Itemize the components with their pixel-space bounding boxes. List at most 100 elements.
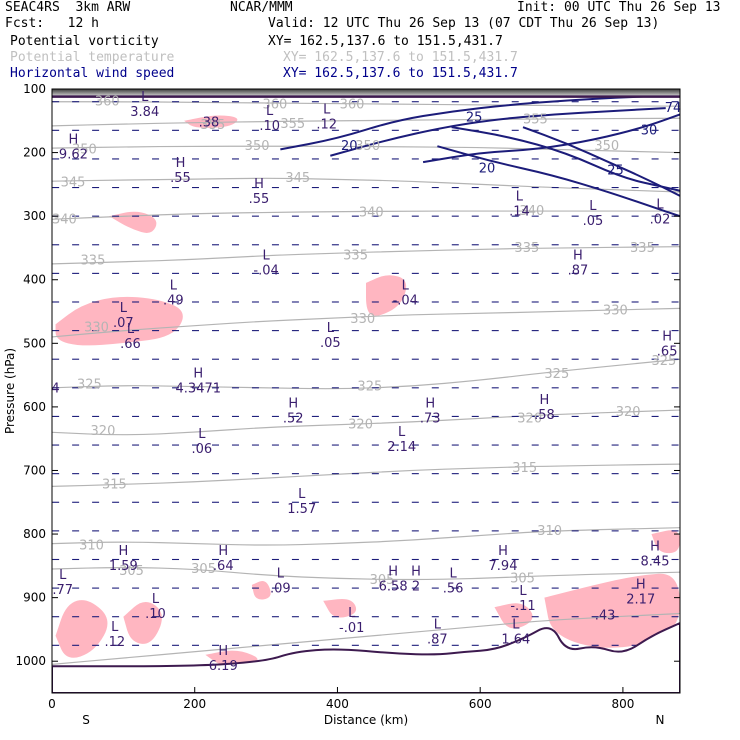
theta-label: 360	[340, 97, 365, 112]
valid-time: Valid: 12 UTC Thu 26 Sep 13 (07 CDT Thu …	[268, 16, 660, 31]
wind-speed-contours	[280, 94, 680, 218]
pv-extremum-type: L	[449, 567, 457, 582]
pv-extremum-type: L	[266, 104, 274, 119]
wind-speed-label: 25	[607, 163, 624, 178]
field-xy-pv: XY= 162.5,137.6 to 151.5,431.7	[268, 34, 503, 49]
theta-label: 325	[77, 378, 102, 393]
pv-extremum-type: H	[411, 565, 421, 580]
wind-speed-label: -74	[660, 101, 681, 116]
field-xy-wind: XY= 162.5,137.6 to 151.5,431.7	[283, 66, 518, 81]
x-tick-label: 200	[183, 697, 206, 711]
wind-speed-label: 30	[641, 123, 658, 138]
pv-extremum-value: 3.84	[130, 105, 159, 120]
wind-speed-contour	[437, 145, 680, 218]
y-tick-label: 1000	[15, 654, 46, 668]
pv-extremum-value: .55	[170, 171, 191, 186]
theta-label: 330	[84, 320, 109, 335]
pv-extremum-type: L	[348, 606, 356, 621]
y-tick-label: 300	[23, 209, 46, 223]
pv-extremum-value: -.04	[393, 294, 418, 309]
field-xy-theta: XY= 162.5,137.6 to 151.5,431.7	[283, 50, 518, 65]
y-tick-label: 100	[23, 82, 46, 96]
pv-extremum-value: 1.59	[109, 559, 138, 574]
y-tick-label: 800	[23, 527, 46, 541]
x-tick-label: 0	[48, 697, 56, 711]
wind-vectors	[52, 101, 679, 646]
theta-label: 330	[603, 303, 628, 318]
wind-speed-label: 20	[479, 161, 496, 176]
theta-contour	[52, 177, 680, 193]
pv-extremum-value: .55	[249, 192, 270, 207]
theta-label: 345	[61, 175, 86, 190]
forecast-hour: Fcst: 12 h	[5, 16, 99, 31]
pv-extremum-type: H	[498, 544, 508, 559]
pv-extremum-type: H	[218, 644, 228, 659]
theta-label: 305	[191, 562, 216, 577]
theta-label: 335	[514, 241, 539, 256]
pv-extremum-type: H	[636, 577, 646, 592]
pv-extremum-value: .58	[534, 408, 555, 423]
theta-label: 320	[616, 405, 641, 420]
pv-extremum-type: L	[277, 567, 285, 582]
x-end-label-right: N	[656, 713, 665, 727]
theta-label: 355	[200, 118, 225, 133]
pv-extremum-type: L	[120, 301, 128, 316]
theta-label: 335	[343, 249, 368, 264]
pv-shaded-area	[366, 275, 407, 316]
theta-label: 350	[245, 139, 270, 154]
theta-contour	[52, 145, 680, 154]
pv-extremum-type: L	[402, 279, 410, 294]
pv-extremum-value: .10	[145, 607, 166, 622]
pv-extremum-type: L	[170, 279, 178, 294]
pv-extremum-type: H	[662, 329, 672, 344]
pv-extremum-value: 6.19	[209, 659, 238, 674]
theta-label: 360	[263, 97, 288, 112]
pv-extremum-value: .87	[568, 264, 589, 279]
pv-extremum-value: .73	[420, 411, 441, 426]
pv-extremum-type: L	[327, 321, 335, 336]
wind-speed-labels: 20 25 20 25 30-74	[341, 101, 681, 178]
pv-extremum-type: L	[262, 249, 270, 264]
pv-extremum-value: .65	[657, 344, 678, 359]
pv-extremum-value: .87	[427, 633, 448, 648]
theta-contour	[52, 527, 680, 546]
init-time: Init: 00 UTC Thu 26 Sep 13	[517, 0, 721, 15]
theta-label: 315	[512, 461, 537, 476]
pv-extremum-value: 1.57	[287, 502, 316, 517]
y-tick-label: 500	[23, 336, 46, 350]
theta-label: 345	[285, 171, 310, 186]
theta-label: 330	[350, 312, 375, 327]
theta-label: 325	[651, 354, 676, 369]
y-tick-label: 400	[23, 273, 46, 287]
field-name-wind: Horizontal wind speed	[10, 66, 175, 81]
pv-extremum-value: .56	[443, 582, 464, 597]
pv-extremum-type: H	[650, 539, 660, 554]
pv-extremum-type: H	[218, 544, 228, 559]
pv-shaded-area	[251, 580, 271, 600]
pv-extremum-type: L	[589, 199, 597, 214]
theta-label: 305	[119, 564, 144, 579]
pv-shaded-area	[323, 598, 357, 618]
theta-contour	[52, 566, 680, 581]
theta-contour	[52, 463, 680, 487]
pv-extremum-type: H	[425, 396, 435, 411]
theta-label: 310	[537, 524, 562, 539]
wind-speed-contour	[330, 107, 666, 157]
pv-extremum-type: L	[298, 487, 306, 502]
pv-extremum-type: H	[118, 544, 128, 559]
theta-label: 320	[91, 424, 116, 439]
pv-shaded-area	[544, 573, 680, 648]
theta-label: 335	[81, 254, 106, 269]
pv-extremum-value: 1.64	[501, 633, 530, 648]
pv-shaded-area	[123, 601, 162, 644]
pv-extremum-type: L	[512, 618, 520, 633]
wind-speed-contour	[522, 126, 680, 197]
pv-extremum-value: 2.14	[387, 440, 416, 455]
pv-extremum-value: 8.45	[641, 554, 670, 569]
pv-extremum-type: L	[323, 103, 331, 118]
pv-extremum-type: H	[388, 565, 398, 580]
theta-label: 325	[357, 380, 382, 395]
pv-extremum-value: .06	[192, 442, 213, 457]
y-tick-label: 900	[23, 591, 46, 605]
